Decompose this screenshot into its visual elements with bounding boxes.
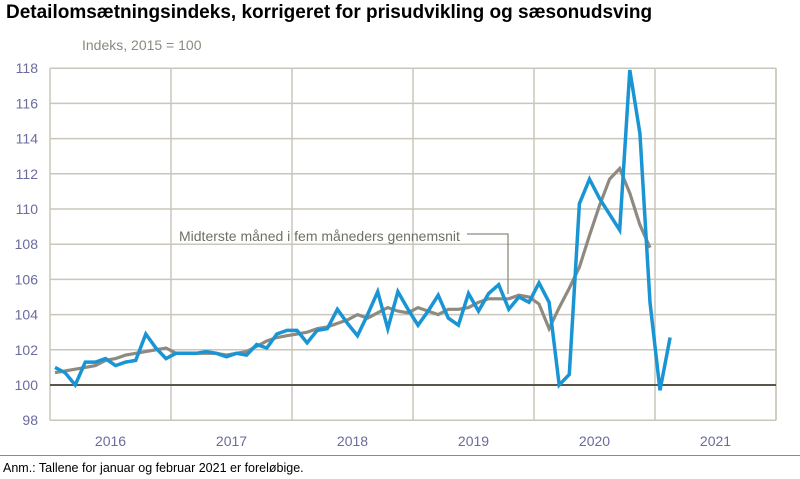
y-tick-label: 114: [16, 131, 39, 147]
y-tick-label: 102: [15, 342, 39, 358]
y-tick-label: 118: [16, 60, 39, 76]
grid: [49, 67, 777, 421]
annotation-connector: [467, 233, 509, 294]
chart-title: Detailomsætningsindeks, korrigeret for p…: [6, 2, 653, 23]
y-axis-label: Indeks, 2015 = 100: [82, 37, 202, 53]
x-tick-label: 2017: [216, 433, 247, 449]
x-tick-label: 2018: [337, 433, 368, 449]
y-tick-label: 108: [15, 236, 39, 252]
y-tick-label: 100: [15, 377, 39, 393]
x-tick-labels: 2016 2017 2018 2019 2020 2021: [95, 433, 731, 449]
series-lines: [54, 69, 672, 391]
x-tick-label: 2020: [579, 433, 610, 449]
separator: [0, 455, 800, 456]
y-tick-labels: 98 100 102 104 106 108 110 112 114 116 118: [15, 60, 39, 428]
y-tick-label: 106: [15, 271, 39, 287]
y-tick-label: 112: [16, 166, 39, 182]
x-tick-label: 2021: [700, 433, 731, 449]
footnote: Anm.: Tallene for januar og februar 2021…: [3, 461, 304, 475]
x-tick-label: 2016: [95, 433, 126, 449]
y-tick-label: 116: [16, 95, 39, 111]
x-tick-label: 2019: [458, 433, 489, 449]
annotation-label: Midterste måned i fem måneders gennemsni…: [179, 228, 460, 244]
y-tick-label: 104: [15, 307, 39, 323]
series-line-index: [54, 69, 672, 391]
y-tick-label: 98: [22, 412, 38, 428]
y-tick-label: 110: [16, 201, 39, 217]
